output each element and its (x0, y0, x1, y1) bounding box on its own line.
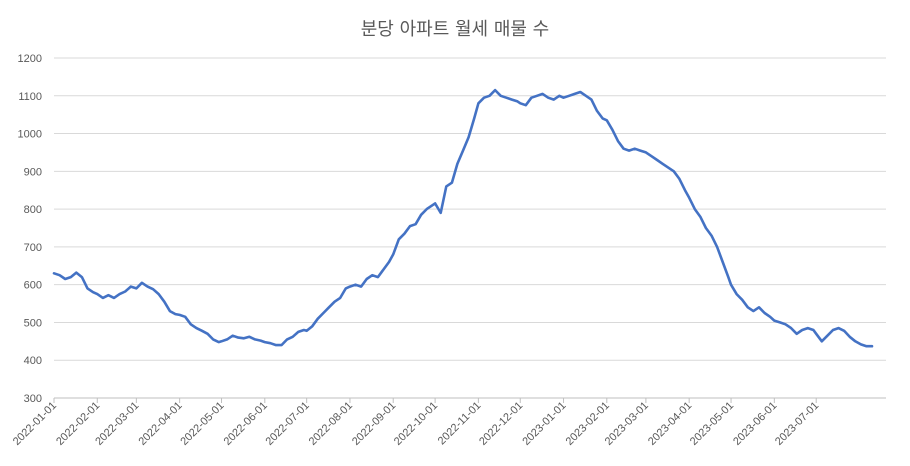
y-tick-label: 400 (24, 355, 42, 367)
x-tick-label: 2022-12-01 (477, 400, 525, 448)
x-tick-label: 2022-09-01 (350, 400, 398, 448)
x-tick-label: 2023-06-01 (731, 400, 779, 448)
x-tick-label: 2023-07-01 (773, 400, 821, 448)
y-tick-label: 900 (24, 166, 42, 178)
x-tick-label: 2022-04-01 (136, 400, 184, 448)
x-tick-label: 2022-07-01 (264, 400, 312, 448)
y-tick-label: 300 (24, 393, 42, 405)
y-tick-label: 1100 (18, 91, 42, 103)
y-tick-label: 700 (24, 242, 42, 254)
chart-title: 분당 아파트 월세 매물 수 (360, 19, 550, 40)
x-tick-label: 2022-01-01 (11, 400, 59, 448)
x-tick-label: 2023-01-01 (520, 400, 568, 448)
x-tick-label: 2022-08-01 (307, 400, 355, 448)
x-tick-label: 2022-06-01 (222, 400, 270, 448)
series-line (52, 88, 874, 348)
y-tick-label: 1200 (18, 53, 42, 65)
y-tick-label: 800 (24, 204, 42, 216)
y-tick-label: 600 (24, 280, 42, 292)
x-tick-label: 2022-05-01 (178, 400, 226, 448)
x-tick-label: 2023-05-01 (688, 400, 736, 448)
x-tick-label: 2022-10-01 (392, 400, 440, 448)
y-tick-label: 500 (24, 317, 42, 329)
x-tick-label: 2022-11-01 (436, 400, 484, 448)
x-tick-label: 2023-04-01 (646, 400, 694, 448)
y-tick-label: 1000 (18, 129, 42, 141)
